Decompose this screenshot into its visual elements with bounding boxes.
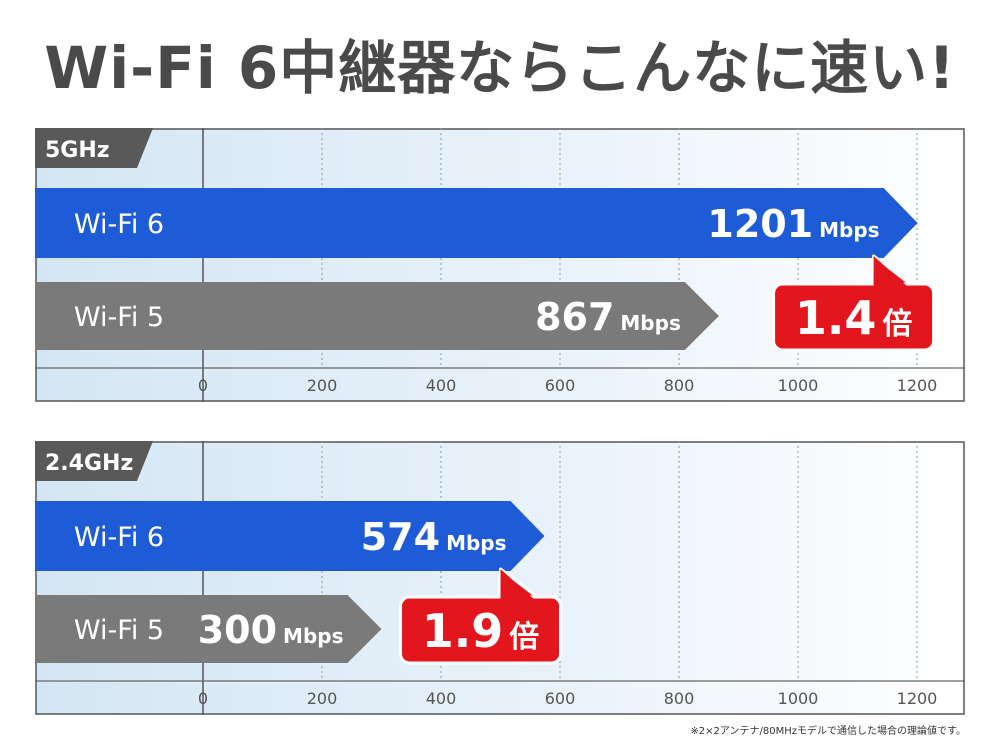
x-tick-label: 200 [307, 689, 338, 708]
chart-2-4ghz: 0 200 400 600 800 1000 1200 2.4GHz Wi-Fi 6 574 Mbp… [35, 441, 965, 715]
data-value-label: 867 Mbps [535, 295, 681, 339]
data-value-label: 1201 Mbps [707, 202, 879, 246]
x-tick-label: 600 [545, 689, 576, 708]
value-unit: Mbps [819, 218, 879, 242]
band-label: 5GHz [45, 138, 110, 163]
data-bar [203, 282, 719, 350]
value-number: 1201 [707, 202, 813, 246]
ratio-badge [772, 282, 936, 352]
band-tag [35, 128, 153, 168]
category-label: Wi-Fi 6 [74, 209, 164, 240]
chart-5ghz: 0 200 400 600 800 1000 1200 5GHz Wi-Fi 6 1201 Mbps… [35, 128, 965, 402]
page-title: Wi-Fi 6中継器ならこんなに速い! [44, 34, 956, 102]
x-tick-label: 1200 [897, 689, 938, 708]
x-tick-label: 600 [545, 376, 576, 395]
x-tick-label: 0 [198, 376, 208, 395]
ratio-badge [399, 595, 563, 665]
x-tick-label: 400 [426, 689, 457, 708]
band-label: 2.4GHz [45, 451, 133, 476]
x-tick-label: 800 [664, 376, 695, 395]
x-tick-label: 200 [307, 376, 338, 395]
x-tick-label: 0 [198, 689, 208, 708]
value-unit: Mbps [620, 311, 680, 335]
value-unit: Mbps [446, 531, 506, 555]
ratio-number: 1.4 [795, 291, 877, 345]
value-number: 574 [361, 515, 440, 559]
category-label-block [35, 188, 203, 258]
x-tick-label: 1200 [897, 376, 938, 395]
ratio-badge-pointer-fill [873, 256, 914, 292]
chart-background [35, 128, 965, 402]
value-number: 867 [535, 295, 614, 339]
category-label-block [35, 595, 203, 663]
footnote: ※2×2アンテナ/80MHzモデルで通信した場合の理論値です。 [690, 726, 966, 737]
x-tick-label: 1000 [778, 689, 819, 708]
data-bar [203, 501, 545, 571]
data-bar [203, 188, 918, 258]
x-tick-label: 1000 [778, 376, 819, 395]
data-value-label: 300 Mbps [198, 608, 344, 652]
value-unit: Mbps [283, 624, 343, 648]
data-bar [203, 595, 382, 663]
value-number: 300 [198, 608, 277, 652]
category-label-block [35, 282, 203, 350]
category-label: Wi-Fi 5 [74, 615, 164, 646]
ratio-number: 1.9 [422, 604, 504, 658]
x-tick-label: 400 [426, 376, 457, 395]
ratio-badge-pointer-fill [500, 569, 541, 605]
data-value-label: 574 Mbps [361, 515, 507, 559]
category-label: Wi-Fi 6 [74, 522, 164, 553]
ratio-badge-label: 1.4 倍 [795, 291, 913, 345]
category-label: Wi-Fi 5 [74, 302, 164, 333]
ratio-badge-label: 1.9 倍 [422, 604, 540, 658]
category-label-block [35, 501, 203, 571]
ratio-suffix: 倍 [509, 620, 539, 655]
band-tag [35, 441, 153, 481]
ratio-suffix: 倍 [882, 307, 912, 342]
x-tick-label: 800 [664, 689, 695, 708]
